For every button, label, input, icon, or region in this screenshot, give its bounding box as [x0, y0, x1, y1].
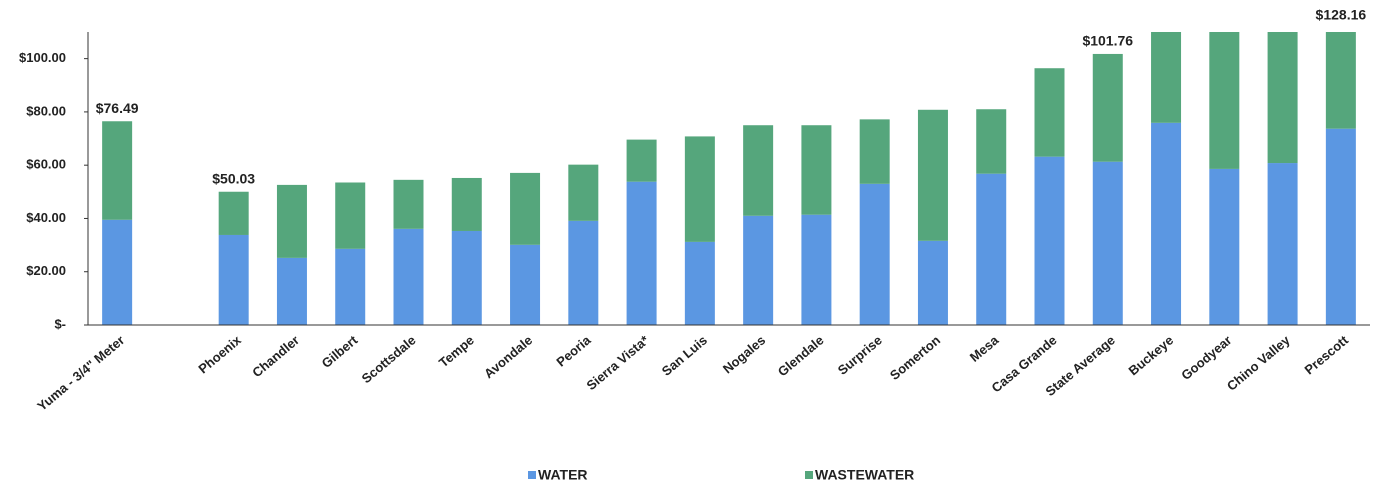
x-tick-label: Surprise — [835, 332, 885, 377]
bar-segment — [1034, 68, 1065, 157]
bar-segment — [510, 172, 541, 245]
bar-segment — [510, 244, 541, 325]
x-tick-label: Chandler — [249, 332, 302, 380]
bar-segment — [626, 181, 657, 325]
bar-segment — [976, 173, 1007, 325]
x-tick-label: Mesa — [967, 332, 1002, 365]
bar-segment — [276, 257, 307, 325]
bar-segment — [1267, 163, 1298, 325]
x-tick-label: Somerton — [887, 332, 943, 383]
bar-segment — [1092, 53, 1123, 162]
x-tick-label: Glendale — [775, 332, 827, 379]
bar-segment — [568, 220, 599, 325]
x-tick-label: Nogales — [720, 332, 768, 376]
bar-segment — [859, 119, 890, 184]
bar-segment — [684, 136, 715, 242]
y-tick-label: $60.00 — [26, 157, 66, 172]
x-tick-label: Phoenix — [195, 332, 244, 376]
x-tick-label: Chino Valley — [1224, 332, 1293, 394]
bar-segment — [684, 241, 715, 325]
bar-segment — [626, 139, 657, 182]
total-label: $101.76 — [1082, 33, 1133, 49]
bar-segment — [917, 109, 948, 241]
bar-segment — [276, 184, 307, 258]
y-tick-label: $20.00 — [26, 263, 66, 278]
x-tick-label: San Luis — [659, 332, 710, 378]
legend-swatch — [528, 471, 536, 479]
bar-segment — [1092, 161, 1123, 325]
legend-label: WASTEWATER — [815, 467, 914, 483]
y-tick-label: $100.00 — [19, 50, 66, 65]
bar-segment — [859, 183, 890, 325]
bar-segment — [1267, 32, 1298, 164]
bar-segment — [1151, 122, 1182, 325]
x-tick-label: Peoria — [553, 332, 594, 370]
x-tick-label: Tempe — [436, 332, 477, 370]
bar-segment — [218, 234, 249, 325]
bar-segment — [801, 214, 832, 325]
total-label: $76.49 — [96, 100, 139, 116]
bar-segment — [335, 182, 366, 249]
bar-segment — [1034, 156, 1065, 325]
bar-segment — [102, 219, 133, 325]
bar-area — [102, 32, 1356, 325]
bar-segment — [393, 228, 424, 325]
x-tick-label: Gilbert — [319, 332, 361, 371]
bar-segment — [1151, 32, 1182, 123]
bar-segment — [976, 109, 1007, 174]
bar-segment — [218, 191, 249, 235]
bar-segment — [1209, 32, 1240, 169]
bar-segment — [917, 240, 948, 325]
bar-segment — [743, 125, 774, 216]
y-tick-label: $40.00 — [26, 210, 66, 225]
bar-segment — [1325, 32, 1356, 129]
x-tick-label: Goodyear — [1178, 332, 1234, 382]
bar-segment — [801, 125, 832, 215]
bar-segment — [335, 248, 366, 325]
bar-segment — [743, 215, 774, 325]
legend-label: WATER — [538, 467, 588, 483]
total-label: $50.03 — [212, 170, 255, 186]
bar-segment — [568, 164, 599, 221]
x-tick-label: Avondale — [481, 332, 535, 381]
total-label: $128.16 — [1316, 7, 1367, 23]
x-tick-label: Sierra Vista* — [584, 332, 653, 393]
bar-segment — [1209, 168, 1240, 325]
bar-segment — [451, 230, 482, 325]
y-tick-label: $80.00 — [26, 103, 66, 118]
y-tick-label: $- — [54, 316, 66, 331]
bar-segment — [451, 177, 482, 231]
x-tick-label: Prescott — [1302, 332, 1352, 377]
x-tick-label: Buckeye — [1126, 332, 1177, 378]
bar-segment — [1325, 128, 1356, 325]
x-tick-label: Yuma - 3/4" Meter — [34, 332, 127, 413]
bar-segment — [393, 179, 424, 229]
legend-swatch — [805, 471, 813, 479]
x-tick-label: Scottsdale — [359, 332, 419, 386]
bar-segment — [102, 121, 133, 220]
